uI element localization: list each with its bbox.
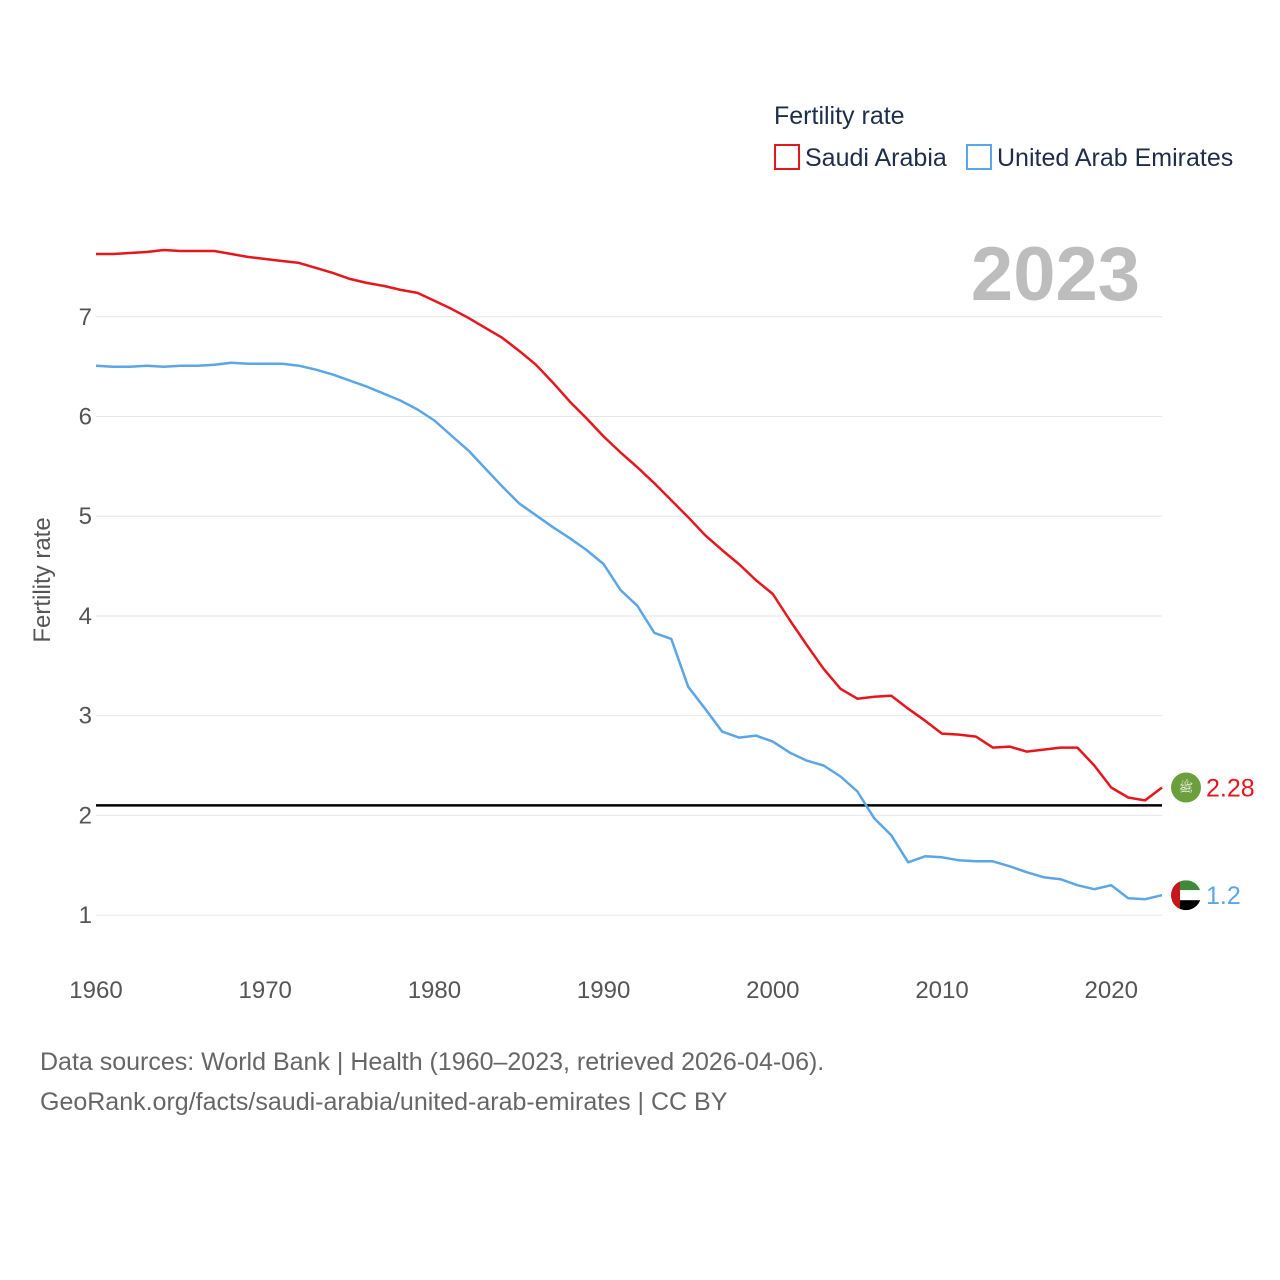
y-tick-label: 6 [79,404,92,431]
chart: Fertility rate Saudi Arabia United Arab … [29,102,1255,1004]
x-tick-label: 1970 [239,977,292,1004]
y-tick-label: 1 [79,902,92,929]
uae-flag-icon [1171,880,1201,911]
y-tick-label: 7 [79,304,92,331]
saudi-flag-emblem: ﷺ [1179,779,1194,795]
x-tick-label: 2010 [915,977,968,1004]
series [95,248,1163,901]
grid [96,316,1162,916]
y-tick-label: 2 [79,802,92,829]
end-label-uae: 1.2 [1206,882,1241,910]
saudi-arabia-flag-icon [1171,772,1201,803]
legend-swatch-uae[interactable] [966,144,992,170]
y-tick-label: 3 [79,703,92,730]
legend-label-saudi[interactable]: Saudi Arabia [805,144,947,172]
series-line-united-arab-emirates[interactable] [95,361,1163,901]
source-line-1: Data sources: World Bank | Health (1960–… [40,1048,825,1076]
year-label: 2023 [971,232,1140,317]
legend-label-uae[interactable]: United Arab Emirates [997,144,1233,172]
series-line-saudi-arabia[interactable] [96,248,1163,802]
y-tick-label: 5 [79,503,92,530]
end-marker-uae: 1.2 [1171,880,1241,911]
legend-title: Fertility rate [774,102,905,130]
y-axis-title: Fertility rate [29,517,56,642]
legend: Fertility rate Saudi Arabia United Arab … [774,102,1233,172]
x-tick-label: 1990 [577,977,630,1004]
x-tick-label: 2020 [1085,977,1138,1004]
source-footer: Data sources: World Bank | Health (1960–… [40,1042,824,1122]
end-marker-saudi: ﷺ 2.28 [1171,772,1255,803]
y-axis-ticks: 1 2 3 4 5 6 7 [79,304,92,929]
x-tick-label: 1980 [408,977,461,1004]
end-label-saudi: 2.28 [1206,775,1255,803]
y-tick-label: 4 [79,603,92,630]
source-line-2[interactable]: GeoRank.org/facts/saudi-arabia/united-ar… [40,1088,728,1116]
x-tick-label: 1960 [69,977,122,1004]
x-tick-label: 2000 [746,977,799,1004]
x-axis-ticks: 1960 1970 1980 1990 2000 2010 2020 [69,977,1138,1004]
legend-swatch-saudi[interactable] [774,144,800,170]
